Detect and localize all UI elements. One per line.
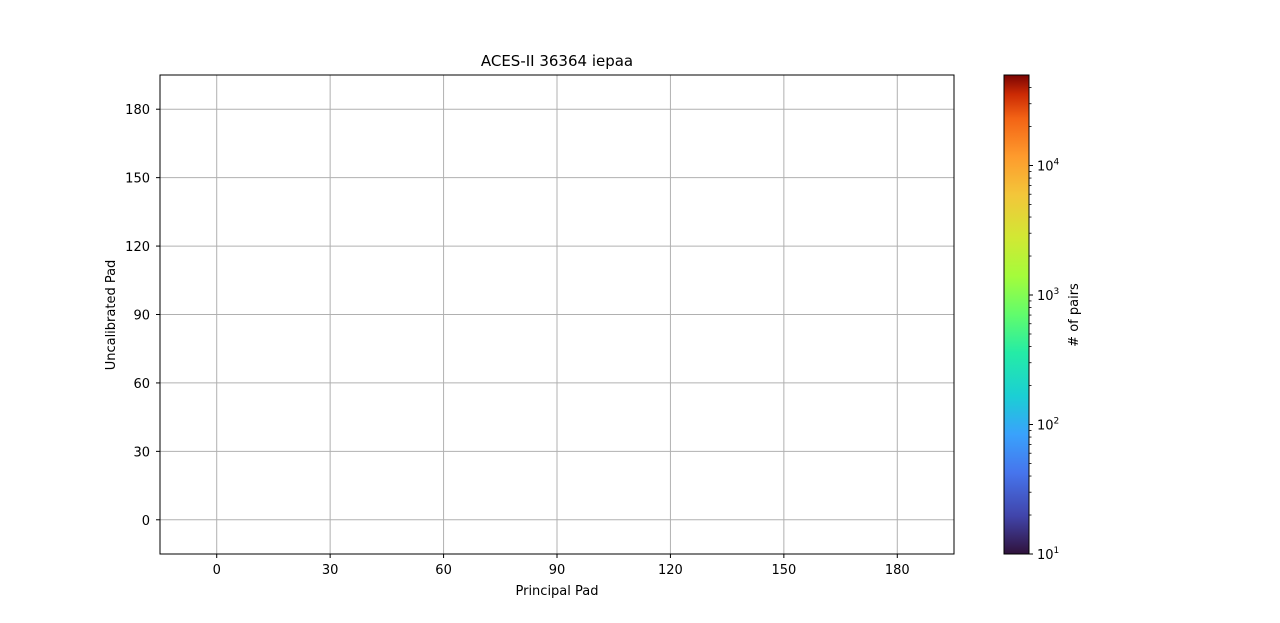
y-tick-label: 150	[125, 172, 150, 187]
colorbar-tick-exponent: 1	[1054, 546, 1060, 556]
y-axis: 0 30 60 90 120 150 180	[125, 103, 160, 529]
y-tick-label: 120	[125, 240, 150, 255]
x-tick-label: 60	[435, 563, 452, 578]
colorbar-tick-label: 103	[1037, 287, 1059, 304]
colorbar-tick-exponent: 4	[1054, 158, 1060, 168]
x-tick-label: 90	[549, 563, 566, 578]
x-tick-label: 180	[885, 563, 910, 578]
x-tick-label: 30	[322, 563, 339, 578]
colorbar-tick-exponent: 2	[1054, 417, 1060, 427]
y-tick-label: 0	[142, 514, 150, 529]
colorbar-gradient	[1003, 74, 1030, 555]
y-tick-label: 180	[125, 103, 150, 118]
colorbar-tick-base: 10	[1037, 289, 1054, 304]
y-gridlines	[160, 108, 954, 521]
y-tick-label: 30	[133, 445, 150, 460]
colorbar-tick-base: 10	[1037, 548, 1054, 563]
colorbar-tick-label: 102	[1037, 417, 1059, 434]
colorbar-tick-label: 101	[1037, 546, 1059, 563]
x-axis: 0 30 60 90 120 150 180	[213, 554, 910, 578]
x-tick-label: 150	[771, 563, 796, 578]
colorbar-tick-base: 10	[1037, 160, 1054, 175]
x-axis-label: Principal Pad	[515, 584, 598, 599]
x-tick-label: 120	[658, 563, 683, 578]
y-axis-label: Uncalibrated Pad	[104, 260, 119, 371]
x-tick-label: 0	[213, 563, 221, 578]
y-tick-label: 60	[133, 377, 150, 392]
plot-area	[159, 74, 955, 555]
colorbar-tick-label: 104	[1037, 158, 1060, 175]
colorbar-label: # of pairs	[1067, 283, 1082, 347]
chart-title: ACES-II 36364 iepaa	[481, 52, 633, 70]
y-tick-label: 90	[133, 309, 150, 324]
colorbar-tick-exponent: 3	[1054, 287, 1060, 297]
colorbar-tick-base: 10	[1037, 419, 1054, 434]
